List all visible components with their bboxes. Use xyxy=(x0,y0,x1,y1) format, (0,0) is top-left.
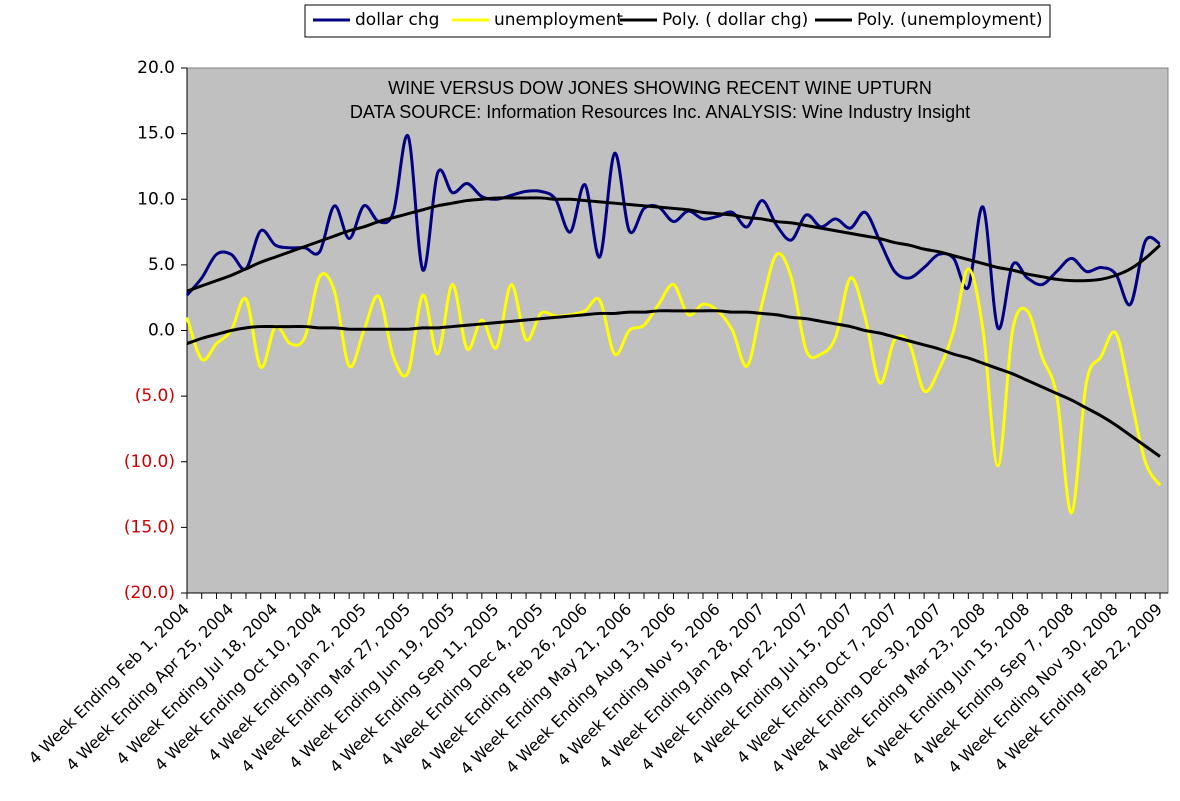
y-tick-label: (10.0) xyxy=(124,452,175,472)
x-tick-label: 4 Week Ending Feb 1, 2004 xyxy=(25,600,193,768)
legend-label: dollar chg xyxy=(355,10,439,30)
y-tick-label: (5.0) xyxy=(135,386,175,406)
y-tick-label: 15.0 xyxy=(137,124,175,144)
y-tick-label: 20.0 xyxy=(137,58,175,78)
legend-label: Poly. ( dollar chg) xyxy=(662,10,808,30)
y-tick-label: (15.0) xyxy=(124,517,175,537)
legend-label: unemployment xyxy=(494,10,623,30)
chart-title: WINE VERSUS DOW JONES SHOWING RECENT WIN… xyxy=(388,78,932,98)
series-line xyxy=(186,196,1161,293)
y-tick-label: 10.0 xyxy=(137,189,175,209)
chart-subtitle: DATA SOURCE: Information Resources Inc. … xyxy=(350,102,970,122)
y-tick-label: 5.0 xyxy=(148,255,175,275)
y-tick-label: 0.0 xyxy=(148,321,175,341)
plot-area xyxy=(186,67,1169,594)
x-tick-label: 4 Week Ending Sep 7, 2008 xyxy=(908,600,1078,770)
legend-label: Poly. (unemployment) xyxy=(857,10,1042,30)
series-line xyxy=(186,309,1161,458)
legend-box xyxy=(304,4,1051,38)
y-tick-label: (20.0) xyxy=(124,583,175,603)
